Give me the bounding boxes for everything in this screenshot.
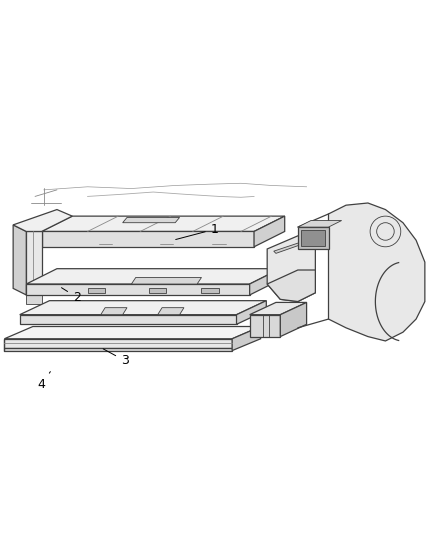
Polygon shape [26,284,250,295]
Polygon shape [237,301,266,324]
Polygon shape [298,221,342,227]
Polygon shape [232,327,261,351]
Polygon shape [201,288,219,293]
Polygon shape [250,314,280,336]
Polygon shape [267,270,315,302]
Polygon shape [149,288,166,293]
Polygon shape [4,339,232,348]
Polygon shape [20,314,237,324]
Polygon shape [13,209,72,231]
Text: 3: 3 [103,349,129,367]
Polygon shape [101,308,127,314]
Polygon shape [131,278,201,284]
Text: 1: 1 [176,223,219,239]
Polygon shape [123,217,180,223]
Polygon shape [301,230,325,246]
Text: 4: 4 [38,372,50,391]
Polygon shape [280,302,307,336]
Polygon shape [274,240,311,253]
Polygon shape [20,301,266,314]
Text: 2: 2 [61,288,81,304]
Polygon shape [250,302,307,314]
Polygon shape [4,327,261,339]
Polygon shape [42,231,254,247]
Polygon shape [88,288,105,293]
Polygon shape [26,269,280,284]
Polygon shape [13,225,26,295]
Polygon shape [4,348,232,351]
Polygon shape [26,231,42,295]
Polygon shape [328,203,425,341]
Polygon shape [158,308,184,314]
Polygon shape [298,227,328,249]
Polygon shape [267,236,315,302]
Polygon shape [26,295,42,304]
Polygon shape [42,216,285,231]
Polygon shape [250,269,280,295]
Polygon shape [254,216,285,247]
